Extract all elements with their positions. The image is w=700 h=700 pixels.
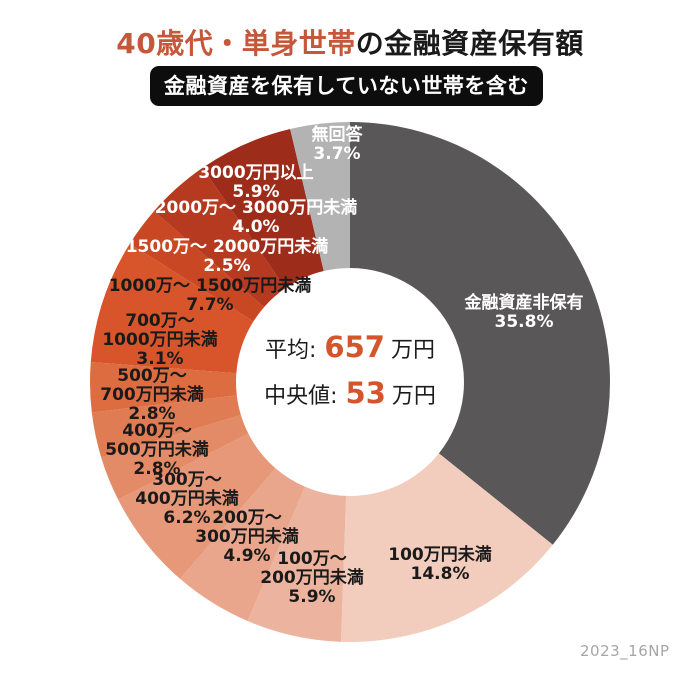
donut-segment-4 — [118, 433, 276, 579]
donut-segment-11 — [202, 128, 324, 289]
subtitle-badge: 金融資産を保有していない世帯を含む — [150, 66, 543, 106]
donut-segment-1 — [341, 453, 553, 643]
donut-segment-0 — [350, 122, 610, 545]
page-title: 40歳代・単身世帯の金融資産保有額 — [0, 22, 700, 62]
donut-segment-2 — [247, 486, 347, 642]
donut-segment-12 — [290, 122, 350, 272]
donut-segment-7 — [90, 362, 237, 413]
page-title-rest: の金融資産保有額 — [355, 27, 584, 60]
donut-segment-9 — [129, 211, 265, 322]
donut-segment-10 — [154, 167, 286, 308]
donut-segment-6 — [91, 395, 241, 458]
donut-segment-3 — [180, 468, 306, 621]
donut-segment-5 — [101, 414, 249, 500]
page-title-highlight: 40歳代・単身世帯 — [116, 27, 356, 60]
donut-segment-8 — [90, 243, 254, 374]
watermark-text: 2023_16NP — [580, 642, 670, 660]
